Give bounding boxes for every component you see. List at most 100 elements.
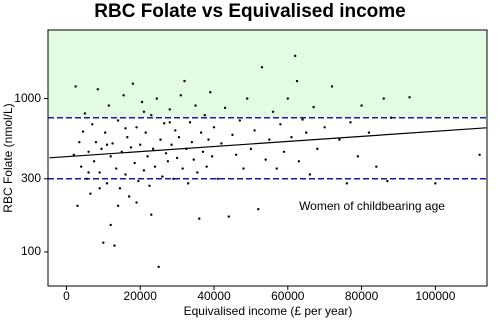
point [164,152,168,155]
point [111,142,114,145]
point [196,171,199,174]
point [260,66,264,69]
y-axis-label: RBC Folate (nmol/L) [1,103,15,212]
point [91,123,94,126]
point [220,142,223,145]
point [105,143,109,146]
point [227,215,230,218]
point [286,97,289,100]
point [74,85,77,88]
point [386,179,389,183]
point [124,173,127,176]
point [163,122,166,125]
point [109,155,112,158]
point [85,177,88,180]
point [183,79,186,83]
point [198,217,201,220]
point [367,131,371,134]
point [268,138,271,141]
point [170,143,173,146]
point [140,100,144,104]
point [118,187,122,190]
point [323,126,326,129]
point [192,158,195,161]
point [478,153,481,157]
point [83,112,87,115]
point [190,140,194,144]
point [242,167,245,170]
x-tick-label: 0 [63,289,70,303]
point [126,136,129,139]
point [356,155,360,158]
point [92,160,96,163]
point [207,138,210,141]
point [100,147,103,151]
point [172,177,175,180]
point [105,182,109,185]
point [249,147,253,151]
point [159,138,162,141]
point [174,129,177,132]
point [129,146,133,149]
point [257,208,260,211]
point [72,153,76,157]
point [389,116,393,119]
point [246,97,249,100]
point [301,118,304,121]
x-tick-label: 100000 [415,289,455,303]
point [408,96,411,99]
point [98,187,101,190]
point [231,133,234,137]
point [279,123,282,126]
point [201,150,205,153]
chart-title: RBC Folate vs Equivalised income [94,1,405,22]
point [142,110,146,114]
point [212,126,216,129]
point [295,79,299,83]
point [199,131,203,134]
point [115,167,118,170]
x-tick-label: 60000 [271,289,305,303]
point [234,153,238,157]
y-tick-label: 1000 [14,91,41,105]
point [153,165,157,168]
point [78,140,81,144]
point [293,54,297,58]
point [434,182,437,185]
point [275,167,278,170]
point [122,94,125,97]
point [89,192,92,195]
point [210,155,214,158]
point [203,113,206,117]
point [345,182,349,185]
point [209,91,212,94]
point [181,167,184,170]
point [142,169,146,172]
point [186,182,190,185]
point [312,105,315,109]
point [87,150,90,153]
point [150,113,153,117]
point [382,97,385,100]
shaded-region [48,30,487,118]
point [76,204,79,207]
point [290,136,293,139]
point [113,244,116,247]
x-tick-label: 80000 [345,289,379,303]
point [179,94,183,97]
point [150,213,153,216]
point [155,97,159,100]
point [157,265,160,269]
point [205,165,208,168]
point [308,173,312,176]
x-tick-label: 20000 [124,289,158,303]
trend-line [49,127,487,159]
point [80,165,83,168]
point [139,143,142,146]
plot-frame [47,29,488,287]
point [349,121,352,124]
x-tick-label: 40000 [197,289,231,303]
point [87,171,90,174]
y-tick-label: 100 [21,244,41,258]
